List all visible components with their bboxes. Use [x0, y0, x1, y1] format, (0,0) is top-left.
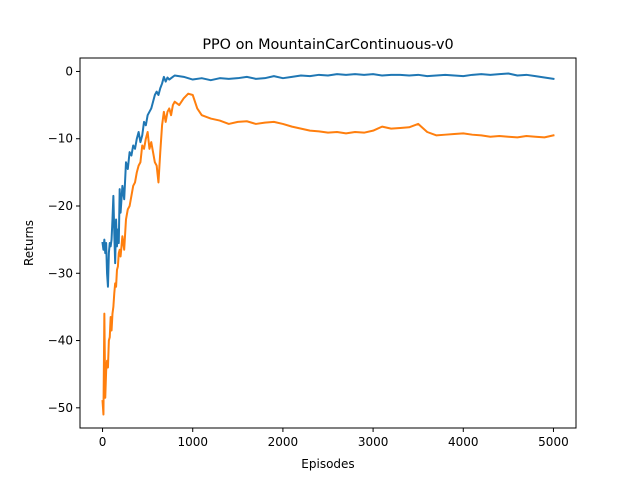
x-tick-label: 5000 — [538, 435, 569, 449]
series-line-2 — [101, 92, 555, 416]
y-tick-label: −40 — [48, 334, 73, 348]
y-tick-label: −20 — [48, 199, 73, 213]
x-tick-label: 0 — [99, 435, 107, 449]
x-axis-label: Episodes — [301, 457, 354, 471]
x-tick-label: 2000 — [268, 435, 299, 449]
x-axis-ticks: 0 1000 2000 3000 4000 5000 — [99, 428, 569, 449]
y-tick-label: −50 — [48, 401, 73, 415]
x-tick-label: 4000 — [448, 435, 479, 449]
y-axis-ticks: −50 −40 −30 −20 −10 0 — [48, 64, 80, 415]
y-tick-label: 0 — [65, 64, 73, 78]
y-axis-label: Returns — [22, 220, 36, 266]
y-tick-label: −10 — [48, 132, 73, 146]
x-tick-label: 3000 — [358, 435, 389, 449]
y-tick-label: −30 — [48, 266, 73, 280]
x-tick-label: 1000 — [177, 435, 208, 449]
chart-title: PPO on MountainCarContinuous-v0 — [202, 37, 453, 53]
series-line-1 — [101, 72, 555, 288]
axes-frame — [79, 57, 577, 429]
plot-layer — [101, 72, 555, 416]
